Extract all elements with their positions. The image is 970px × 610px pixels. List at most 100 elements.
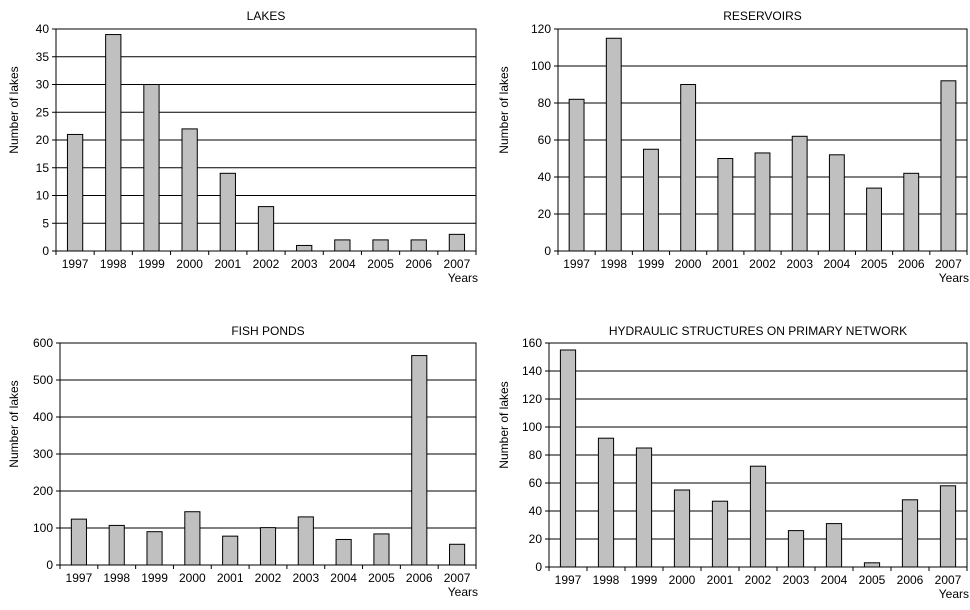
x-tick-label: 2005 [859,573,886,587]
bar [259,527,277,566]
bar [863,562,881,568]
x-tick-label: 1998 [103,571,130,585]
x-tick-label: 2000 [176,257,203,271]
y-tick-label: 100 [531,59,551,73]
bar [257,206,275,252]
x-tick-label: 1997 [555,573,582,587]
y-tick-label: 140 [522,364,542,378]
y-tick-label: 40 [538,170,552,184]
bar [296,244,313,252]
x-tick-label: 2001 [712,257,739,271]
bar [754,152,771,252]
y-tick-label: 10 [36,189,50,203]
bar [184,511,201,566]
x-tick-label: 2004 [824,257,851,271]
y-tick-label: 35 [36,50,50,64]
x-tick-label: 1997 [62,257,89,271]
x-tick-label: 2002 [253,257,280,271]
y-tick-label: 20 [36,133,50,147]
bar [108,524,125,566]
y-tick-label: 60 [529,476,543,490]
bar [297,516,314,566]
y-tick-label: 5 [42,216,49,230]
y-tick-label: 0 [544,244,551,258]
bar [597,437,615,568]
y-axis-label: Number of lakes [7,66,21,153]
y-tick-label: 400 [33,410,53,424]
x-tick-label: 2006 [898,257,925,271]
y-tick-label: 80 [538,96,552,110]
bar [448,233,466,252]
x-tick-label: 2002 [749,257,776,271]
bar [749,465,767,568]
x-tick-label: 1998 [100,257,127,271]
y-axis-label: Number of lakes [7,380,21,467]
bar [219,172,236,252]
y-tick-label: 100 [33,521,53,535]
y-tick-label: 25 [36,105,50,119]
bar [635,447,653,568]
bar [825,523,843,568]
bar [940,80,957,252]
x-tick-label: 1997 [66,571,93,585]
y-tick-label: 160 [522,336,542,350]
y-tick-label: 100 [522,420,542,434]
x-tick-label: 2001 [707,573,734,587]
y-tick-label: 120 [522,392,542,406]
x-tick-label: 2005 [367,257,394,271]
bar [66,133,84,252]
x-tick-label: 2000 [179,571,206,585]
y-tick-label: 15 [36,161,50,175]
y-axis-label: Number of lakes [497,66,511,153]
x-tick-label: 2005 [861,257,888,271]
bar [903,172,920,252]
x-axis-label: Years [939,271,969,285]
x-tick-label: 2000 [675,257,702,271]
x-tick-label: 1999 [631,573,658,587]
x-tick-label: 2001 [214,257,241,271]
chart-panel-3: 0 20 40 60 80 100 120 140 160 1997 1998 1999 2000 200… [497,324,969,601]
x-tick-label: 2007 [444,257,471,271]
chart-title: LAKES [247,9,286,23]
bar [411,355,428,566]
x-tick-label: 2003 [291,257,318,271]
y-tick-label: 60 [538,133,552,147]
y-tick-label: 120 [531,22,551,36]
chart-panel-1: 0 20 40 60 80 100 120 1997 1998 1999 2000 2001 2002 2… [497,9,969,285]
y-tick-label: 0 [42,244,49,258]
x-tick-label: 2007 [444,571,471,585]
x-tick-label: 2007 [935,573,962,587]
x-tick-label: 1998 [600,257,627,271]
x-tick-label: 2001 [217,571,244,585]
bar [559,349,577,568]
y-tick-label: 20 [529,532,543,546]
bar [222,535,239,566]
y-tick-label: 20 [538,207,552,221]
bar [680,84,697,252]
bar [105,34,122,252]
bar [143,84,160,252]
y-tick-label: 200 [33,484,53,498]
bar [335,538,352,566]
x-axis-label: Years [448,585,478,599]
y-tick-label: 40 [529,504,543,518]
x-tick-label: 2004 [330,571,357,585]
bar [791,135,808,252]
x-tick-label: 1999 [138,257,165,271]
bar [146,531,163,566]
x-tick-label: 2006 [405,257,432,271]
y-tick-label: 0 [46,558,53,572]
x-tick-label: 2004 [329,257,356,271]
bar [410,239,427,252]
chart-title: HYDRAULIC STRUCTURES ON PRIMARY NETWORK [609,324,907,338]
y-tick-label: 600 [33,336,53,350]
bar [605,37,622,252]
bar [717,158,734,252]
bar [70,518,87,566]
x-tick-label: 2002 [255,571,282,585]
chart-title: FISH PONDS [231,324,304,338]
bar [643,148,659,252]
y-tick-label: 40 [36,22,50,36]
x-axis-label: Years [448,271,478,285]
x-tick-label: 1999 [638,257,665,271]
